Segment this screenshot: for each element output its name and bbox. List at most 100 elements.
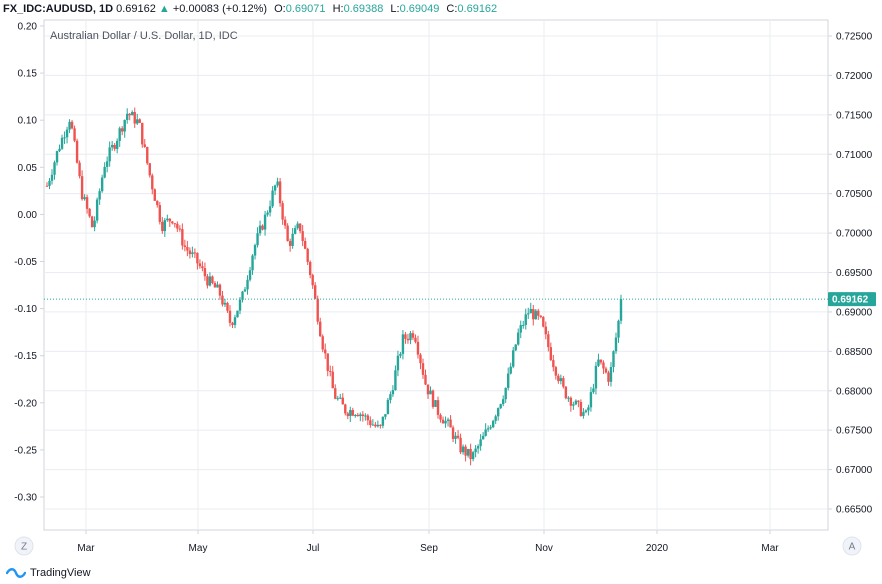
candle-body: [288, 241, 292, 246]
candle-body: [128, 113, 131, 116]
candle: [441, 416, 445, 424]
candle-body: [471, 452, 475, 460]
candle: [263, 210, 267, 236]
candle-body: [223, 302, 227, 305]
footer: TradingView: [0, 562, 882, 584]
candle-body: [268, 206, 272, 213]
candle: [246, 275, 249, 295]
candle-body: [63, 137, 66, 139]
candle: [191, 246, 194, 258]
candle-body: [176, 223, 179, 229]
candle-body: [115, 140, 119, 149]
candle: [261, 224, 264, 231]
candle-body: [201, 266, 204, 269]
candle-body: [522, 324, 525, 326]
candle: [273, 184, 277, 196]
candle-body: [374, 424, 377, 427]
candle: [311, 273, 314, 289]
candle-body: [85, 197, 89, 209]
candle-body: [446, 419, 450, 421]
right-tick-label: 0.68500: [836, 347, 873, 358]
candle-body: [486, 428, 490, 430]
candle-body: [281, 203, 284, 220]
candle-body: [193, 252, 197, 254]
candle-body: [141, 122, 144, 145]
candle: [354, 414, 357, 418]
left-scale-button[interactable]: Z: [14, 536, 34, 556]
candle-body: [494, 416, 497, 421]
candle: [464, 444, 467, 462]
right-tick-label: 0.72000: [836, 71, 873, 82]
candle: [193, 248, 197, 259]
tradingview-logo[interactable]: TradingView: [6, 565, 91, 581]
candle: [602, 360, 605, 374]
candle: [201, 261, 204, 272]
candle: [198, 259, 202, 269]
candle: [411, 330, 415, 341]
candle-body: [286, 225, 289, 242]
candle-body: [105, 161, 109, 167]
candle: [501, 395, 505, 407]
candle-body: [441, 419, 445, 424]
right-scale-button[interactable]: A: [842, 536, 862, 556]
last-price-tag: [828, 292, 876, 307]
up-arrow-icon: ▲: [158, 3, 170, 15]
candle: [557, 373, 560, 384]
candle-body: [602, 362, 605, 369]
candle-body: [233, 317, 237, 325]
candle-body: [572, 404, 575, 406]
candle-body: [379, 424, 382, 426]
left-tick-label: -0.25: [14, 445, 37, 456]
candle: [238, 297, 242, 315]
price-chart[interactable]: 0.69162 0.72500 0.72000 0.71500 0.71000 0.70…: [0, 0, 882, 562]
candle-body: [389, 394, 392, 400]
candle-body: [186, 247, 189, 251]
candle-body: [406, 338, 410, 341]
candle: [537, 308, 540, 320]
candle: [559, 374, 563, 385]
close-label: C:: [446, 3, 458, 15]
candle: [231, 321, 234, 329]
candle-body: [604, 368, 608, 373]
candle-body: [341, 397, 344, 405]
candle-body: [366, 415, 370, 421]
candle-body: [499, 404, 502, 409]
candle: [48, 178, 51, 190]
candle: [466, 448, 470, 458]
candle-body: [334, 388, 337, 399]
left-tick-label: 0.00: [18, 210, 38, 221]
candle-body: [544, 326, 548, 335]
candle-body: [243, 289, 247, 292]
candle-body: [484, 429, 487, 436]
candle-body: [158, 205, 161, 222]
candle: [366, 413, 370, 426]
candle: [301, 224, 304, 247]
candle-body: [519, 325, 522, 333]
candle-body: [298, 223, 302, 232]
candle-body: [95, 199, 99, 221]
candle-body: [376, 424, 380, 427]
candle: [599, 359, 603, 365]
candle-body: [559, 378, 563, 382]
candle: [105, 156, 109, 173]
candle-body: [459, 437, 462, 453]
symbol-label[interactable]: FX_IDC:AUDUSD, 1D: [3, 3, 114, 15]
candle-body: [258, 225, 262, 234]
bottom-tick-label: Sep: [420, 543, 438, 554]
candle: [281, 200, 284, 225]
candle: [213, 281, 217, 288]
candle: [58, 144, 61, 153]
candle-body: [136, 119, 139, 124]
candle: [539, 315, 542, 319]
candle: [341, 393, 344, 405]
candle: [587, 404, 590, 416]
right-scale-label: A: [849, 542, 856, 553]
candle: [449, 415, 452, 428]
candle: [126, 108, 129, 124]
candle: [524, 308, 527, 330]
candle-body: [211, 276, 214, 284]
candle: [303, 237, 307, 250]
candle: [564, 385, 568, 400]
candle-body: [266, 212, 269, 215]
candle: [504, 387, 507, 403]
